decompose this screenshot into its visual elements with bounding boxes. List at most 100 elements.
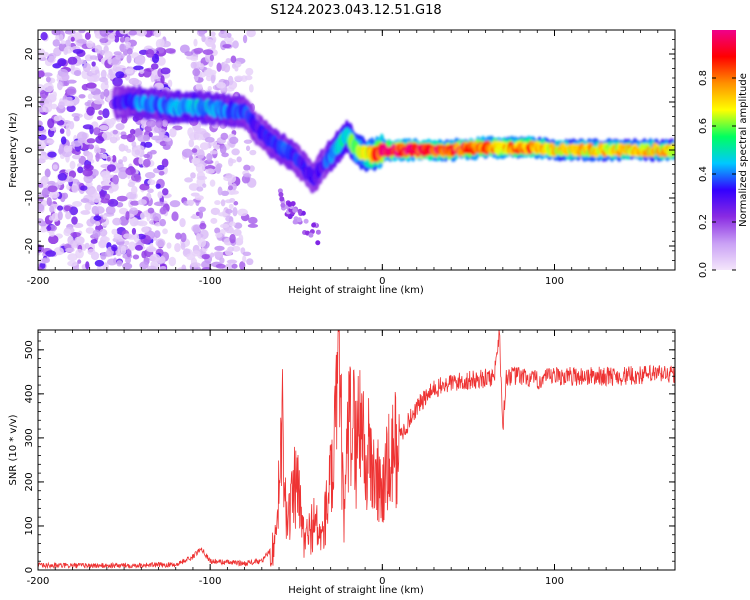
spectrogram-noise-blob [104,79,109,86]
spectrogram-noise-blob [233,201,239,206]
spectrogram-noise-blob [47,118,55,129]
spectrogram-noise-blob [229,221,236,227]
colorbar-ticks: 0.0 0.2 0.4 0.6 0.8 [698,70,736,278]
spectrogram-noise-blob [119,36,125,43]
spectrogram-noise-blob [94,259,105,267]
colorbar: 0.0 0.2 0.4 0.6 0.8 Normalized spectral ampl… [698,30,749,278]
spectrogram-noise-blob [46,139,55,144]
spectrogram-noise-blob [155,238,166,248]
spectrogram-noise-blob [218,30,230,39]
spectrogram-noise-blob [49,205,55,213]
spectrogram-noise-blob [99,38,109,44]
spectrogram-noise-blob [186,199,195,206]
spectrogram-noise-blob [52,39,61,47]
spectrogram-noise-blob [116,195,128,202]
spectrogram-noise-blob [199,222,207,230]
spectrogram-noise-blob [41,257,50,264]
spectrogram-noise-blob [100,235,108,241]
spectrogram-noise-blob [168,256,177,267]
spectrogram-noise-blob [86,106,95,116]
spectrogram-noise-blob [102,214,107,220]
spectrogram-noise-blob [108,68,113,76]
spectrogram-noise-blob [63,228,72,237]
spectrogram-noise-blob [197,238,207,248]
spectrogram-noise-blob [51,30,61,36]
spectrogram-noise-blob [145,49,155,58]
spectrogram-noise-blob [219,223,230,229]
spectrogram-noise-blob [199,63,205,70]
spectrogram-noise-blob [63,47,69,56]
x-tick-label: -100 [199,276,222,287]
spectrogram-noise-blob [57,210,63,221]
spectrogram-noise-blob [46,225,52,232]
spectrogram-noise-blob [66,128,71,137]
spectrogram-noise-blob [39,227,48,233]
spectrogram-noise-blob [118,159,124,165]
spectrogram-noise-blob [204,136,215,143]
spectrogram-noise-blob [209,54,215,62]
spectrogram-noise-blob [156,164,165,171]
spectrogram-noise-blob [63,205,72,212]
spectrogram-noise-blob [242,251,252,257]
spectrogram-noise-blob [214,200,221,206]
spectrogram-noise-blob [249,149,257,156]
spectrogram-noise-blob [87,76,95,83]
spectrogram-noise-blob [190,262,202,268]
spectrogram-noise-blob [45,250,56,257]
spectrogram-noise-blob [88,144,94,150]
spectrogram-noise-blob [123,145,129,152]
spectrogram-noise-blob [195,83,203,91]
spectrogram-noise-blob [216,62,222,72]
spectrogram-noise-blob [113,51,122,56]
spectrogram-noise-blob [149,253,161,262]
spectrogram-noise-blob [94,206,105,215]
spectrogram-noise-blob [84,242,90,249]
spectrogram-noise-blob [106,164,116,172]
spectrogram-y-label: Frequency (Hz) [8,112,19,188]
colorbar-tick-label: 0.0 [698,262,709,278]
spectrogram-noise-blob [155,183,161,189]
spectrogram-noise-blob [205,38,214,48]
chart-title: S124.2023.043.12.51.G18 [270,3,441,18]
spectrogram-noise-blob [209,252,215,258]
spectrogram-noise-blob [243,164,251,171]
spectrogram-noise-blob [49,232,55,237]
spectrogram-y-axis: -20 -10 0 10 20 [24,29,675,271]
spectrogram-noise-blob [102,108,110,119]
spectrogram-noise-blob [108,95,113,100]
x-tick-label: 100 [545,276,564,287]
spectrogram-noise-blob [66,86,77,96]
spectrogram-noise-blob [48,234,59,245]
spectrogram-noise-blob [66,105,76,113]
spectrogram-noise-blob [60,40,66,45]
spectrogram-noise-blob [209,179,216,187]
spectrogram-noise-blob [100,170,111,179]
spectrogram-noise-blob [196,186,204,192]
spectrogram-noise-blob [214,245,225,251]
spectrogram-noise-blob [76,131,88,142]
x-tick-label: 0 [379,576,385,587]
spectrogram-noise-blob [214,227,221,234]
spectrogram-noise-blob [57,58,67,67]
spectrogram-noise-blob [216,81,226,89]
spectrogram-noise-blob [76,163,82,168]
spectrogram-noise-blob [128,77,140,85]
spectrogram-noise-blob [70,63,75,71]
spectrogram-noise-blob [57,172,68,181]
colorbar-gradient [712,30,736,270]
spectrogram-noise-blob [141,250,147,259]
spectrogram-noise-blob [108,187,114,194]
spectrogram-noise-blob [120,134,129,140]
spectrogram-noise-blob [99,228,108,237]
spectrogram-noise-blob [152,212,162,222]
spectrogram-noise-blob [42,103,53,113]
y-tick-label: 400 [24,384,35,403]
x-tick-label: -200 [27,576,50,587]
spectrogram-noise-blob [71,183,79,194]
spectrogram-noise-blob [169,128,177,138]
spectrogram-noise-blob [111,56,122,66]
spectrogram-noise-blob [48,215,54,221]
spectrogram-noise-blob [229,198,236,203]
spectrogram-noise-blob [215,263,226,269]
spectrogram-noise-blob [38,125,45,132]
